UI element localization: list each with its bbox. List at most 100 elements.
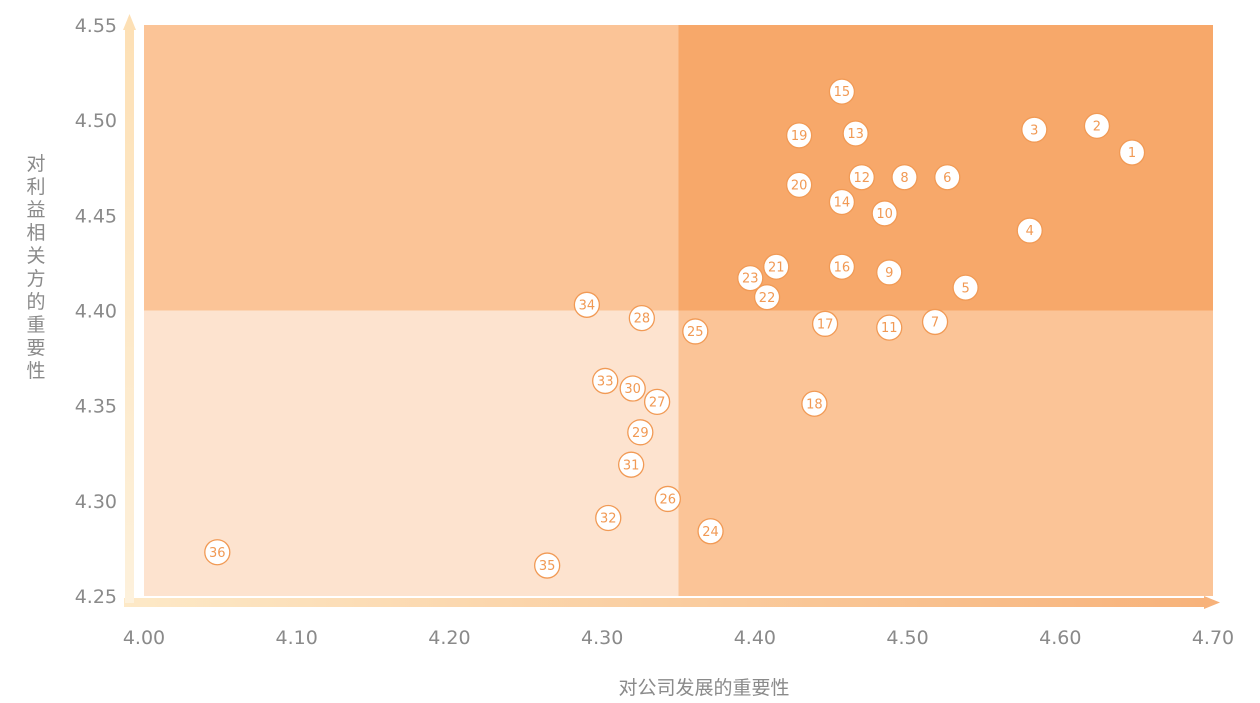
data-point-label: 26 xyxy=(660,493,677,508)
y-axis-title-char: 相 xyxy=(26,222,45,244)
x-tick-label: 4.00 xyxy=(123,627,165,649)
data-point: 24 xyxy=(697,518,724,545)
data-point: 28 xyxy=(628,304,655,332)
y-axis-title-char: 要 xyxy=(26,337,45,359)
quadrant-bottom-left xyxy=(144,310,679,596)
data-point-marker xyxy=(1021,116,1048,143)
data-point: 31 xyxy=(618,451,645,478)
data-point: 14 xyxy=(828,188,856,216)
data-point-label: 7 xyxy=(931,316,939,331)
data-point: 18 xyxy=(801,390,828,417)
y-axis-title-char: 对 xyxy=(26,153,45,175)
data-point-marker xyxy=(595,504,622,532)
x-tick-label: 4.30 xyxy=(581,627,623,649)
data-point-label: 24 xyxy=(702,525,719,540)
data-point-marker xyxy=(573,291,601,318)
x-axis-arrow xyxy=(1204,596,1220,609)
data-point: 26 xyxy=(654,485,681,513)
data-point-marker xyxy=(785,171,813,199)
data-point-label: 36 xyxy=(209,546,226,561)
data-points: 1234567891011121314151617181920212223242… xyxy=(204,78,1146,579)
data-point-marker xyxy=(628,304,655,332)
data-point: 16 xyxy=(828,253,856,280)
data-point-marker xyxy=(811,310,839,337)
data-point: 25 xyxy=(682,318,709,345)
data-point-label: 28 xyxy=(634,312,651,327)
data-point: 15 xyxy=(828,78,856,105)
data-point-marker xyxy=(871,200,898,227)
data-point: 21 xyxy=(763,253,790,280)
y-tick-label: 4.45 xyxy=(75,205,117,227)
data-point: 12 xyxy=(848,164,875,191)
data-point-marker xyxy=(876,314,903,341)
data-point: 8 xyxy=(891,164,918,191)
data-point-marker xyxy=(1118,139,1146,166)
x-tick-label: 4.40 xyxy=(734,627,776,649)
y-tick-label: 4.55 xyxy=(75,15,117,37)
y-tick-label: 4.25 xyxy=(75,586,117,608)
data-point-marker xyxy=(204,539,231,566)
data-point: 4 xyxy=(1016,217,1043,244)
y-axis-title-char: 利 xyxy=(26,176,45,198)
data-point-marker xyxy=(828,78,856,105)
data-point-marker xyxy=(763,253,790,280)
data-point-label: 17 xyxy=(817,317,834,332)
data-point: 30 xyxy=(619,375,646,402)
data-point-marker xyxy=(801,390,828,417)
data-point: 19 xyxy=(785,122,813,149)
data-point: 9 xyxy=(876,259,903,286)
axes xyxy=(123,14,1220,609)
quadrant-backgrounds xyxy=(144,25,1213,596)
data-point: 32 xyxy=(595,504,622,532)
data-point-label: 10 xyxy=(876,207,893,222)
data-point-marker xyxy=(627,419,654,446)
y-tick-label: 4.50 xyxy=(75,110,117,132)
data-point-label: 8 xyxy=(900,171,908,186)
data-point-marker xyxy=(654,485,681,513)
data-point-label: 30 xyxy=(624,382,641,397)
data-point: 17 xyxy=(811,310,839,337)
data-point-label: 14 xyxy=(834,196,851,211)
data-point-marker xyxy=(753,284,781,311)
data-point: 10 xyxy=(871,200,898,227)
quadrant-top-left xyxy=(144,25,679,311)
data-point: 22 xyxy=(753,284,781,311)
x-axis-ticks: 4.00 4.10 4.20 4.30 4.40 4.50 4.60 4.70 xyxy=(123,627,1234,649)
data-point-marker xyxy=(952,274,979,301)
data-point-label: 22 xyxy=(759,291,776,306)
data-point-marker xyxy=(934,164,961,191)
y-axis-title-char: 益 xyxy=(26,199,45,221)
data-point-label: 23 xyxy=(742,272,759,287)
y-axis-title-char: 方 xyxy=(26,268,45,290)
data-point: 13 xyxy=(842,120,869,147)
data-point-marker xyxy=(534,552,561,579)
data-point-marker xyxy=(828,253,856,280)
data-point: 3 xyxy=(1021,116,1048,143)
data-point-label: 3 xyxy=(1030,123,1038,138)
x-tick-label: 4.50 xyxy=(886,627,928,649)
data-point: 27 xyxy=(643,388,671,416)
data-point-label: 4 xyxy=(1026,224,1034,239)
data-point: 1 xyxy=(1118,139,1146,166)
data-point-marker xyxy=(619,375,646,402)
data-point-label: 27 xyxy=(649,395,666,410)
x-tick-label: 4.60 xyxy=(1039,627,1081,649)
data-point: 7 xyxy=(921,308,949,336)
data-point-label: 25 xyxy=(687,325,704,340)
data-point-label: 6 xyxy=(943,171,951,186)
data-point-marker xyxy=(697,518,724,545)
y-axis-title-char: 重 xyxy=(26,314,45,336)
data-point-label: 18 xyxy=(806,397,823,412)
data-point-marker xyxy=(842,120,869,147)
data-point-label: 15 xyxy=(834,85,851,100)
data-point: 11 xyxy=(876,314,903,341)
data-point-label: 32 xyxy=(600,512,617,527)
data-point-marker xyxy=(592,367,619,395)
data-point: 23 xyxy=(737,264,764,292)
data-point: 35 xyxy=(534,552,561,579)
data-point-label: 34 xyxy=(579,298,596,313)
data-point-label: 20 xyxy=(791,178,808,193)
data-point-label: 21 xyxy=(768,260,785,275)
